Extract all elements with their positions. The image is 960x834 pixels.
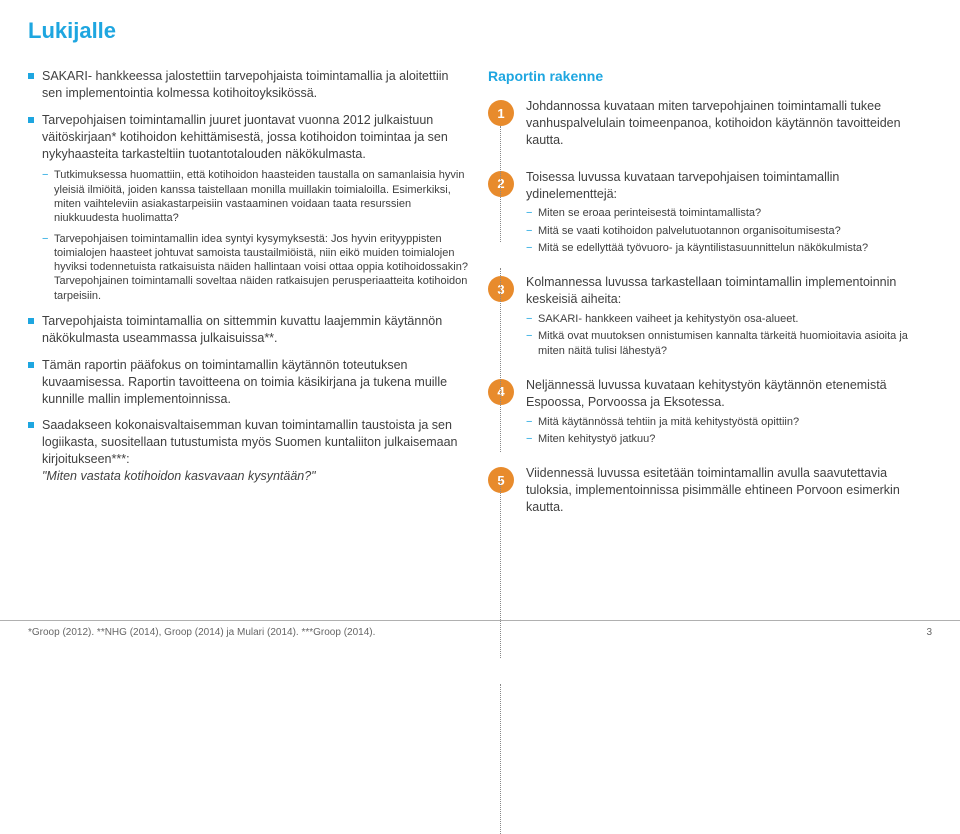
right-sub-item: Mitkä ovat muutoksen onnistumisen kannal… bbox=[526, 329, 932, 358]
right-section: 2 Toisessa luvussa kuvataan tarvepohjaise… bbox=[488, 169, 932, 259]
left-sub-item: Tarvepohjaisen toimintamallin idea synty… bbox=[42, 232, 468, 303]
footnote-text: *Groop (2012). **NHG (2014), Groop (2014… bbox=[28, 627, 375, 638]
section-body: Toisessa luvussa kuvataan tarvepohjaisen… bbox=[526, 169, 932, 259]
left-item: SAKARI- hankkeessa jalostettiin tarvepoh… bbox=[28, 68, 468, 102]
section-number-circle: 1 bbox=[488, 100, 514, 126]
section-number-circle: 4 bbox=[488, 379, 514, 405]
right-column: Raportin rakenne 1 Johdannossa kuvataan m… bbox=[488, 68, 932, 536]
left-bullet-list: SAKARI- hankkeessa jalostettiin tarvepoh… bbox=[28, 68, 468, 485]
section-body: Neljännessä luvussa kuvataan kehitystyön… bbox=[526, 377, 932, 449]
section-body: Kolmannessa luvussa tarkastellaan toimin… bbox=[526, 274, 932, 361]
right-sub-item: Mitä käytännössä tehtiin ja mitä kehitys… bbox=[526, 415, 932, 429]
section-number-circle: 2 bbox=[488, 171, 514, 197]
right-section: 4 Neljännessä luvussa kuvataan kehitystyö… bbox=[488, 377, 932, 449]
left-sub-item: Tutkimuksessa huomattiin, että kotihoido… bbox=[42, 168, 468, 225]
right-section: 3 Kolmannessa luvussa tarkastellaan toimi… bbox=[488, 274, 932, 361]
left-item: Tämän raportin pääfokus on toimintamalli… bbox=[28, 357, 468, 408]
right-sub-item: Mitä se edellyttää työvuoro- ja käyntili… bbox=[526, 241, 932, 255]
right-sub-item: Mitä se vaati kotihoidon palvelutuotanno… bbox=[526, 224, 932, 238]
footnote-bar: *Groop (2012). **NHG (2014), Groop (2014… bbox=[0, 620, 960, 644]
page-number: 3 bbox=[926, 627, 932, 638]
right-section: 1 Johdannossa kuvataan miten tarvepohjain… bbox=[488, 98, 932, 153]
section-body: Viidennessä luvussa esitetään toimintama… bbox=[526, 465, 932, 520]
right-sub-item: SAKARI- hankkeen vaiheet ja kehitystyön … bbox=[526, 312, 932, 326]
page-title: Lukijalle bbox=[28, 18, 932, 44]
section-number-circle: 5 bbox=[488, 467, 514, 493]
section-body: Johdannossa kuvataan miten tarvepohjaine… bbox=[526, 98, 932, 153]
content-columns: SAKARI- hankkeessa jalostettiin tarvepoh… bbox=[28, 68, 932, 536]
right-section: 5 Viidennessä luvussa esitetään toimintam… bbox=[488, 465, 932, 520]
left-column: SAKARI- hankkeessa jalostettiin tarvepoh… bbox=[28, 68, 468, 536]
right-sub-item: Miten kehitystyö jatkuu? bbox=[526, 432, 932, 446]
left-item: Tarvepohjaista toimintamallia on sittemm… bbox=[28, 313, 468, 347]
left-item: Saadakseen kokonaisvaltaisemman kuvan to… bbox=[28, 417, 468, 485]
right-sub-item: Miten se eroaa perinteisestä toimintamal… bbox=[526, 206, 932, 220]
right-section-list: 1 Johdannossa kuvataan miten tarvepohjain… bbox=[488, 98, 932, 520]
section-number-circle: 3 bbox=[488, 276, 514, 302]
right-heading: Raportin rakenne bbox=[488, 68, 932, 84]
left-item: Tarvepohjaisen toimintamallin juuret juo… bbox=[28, 112, 468, 303]
